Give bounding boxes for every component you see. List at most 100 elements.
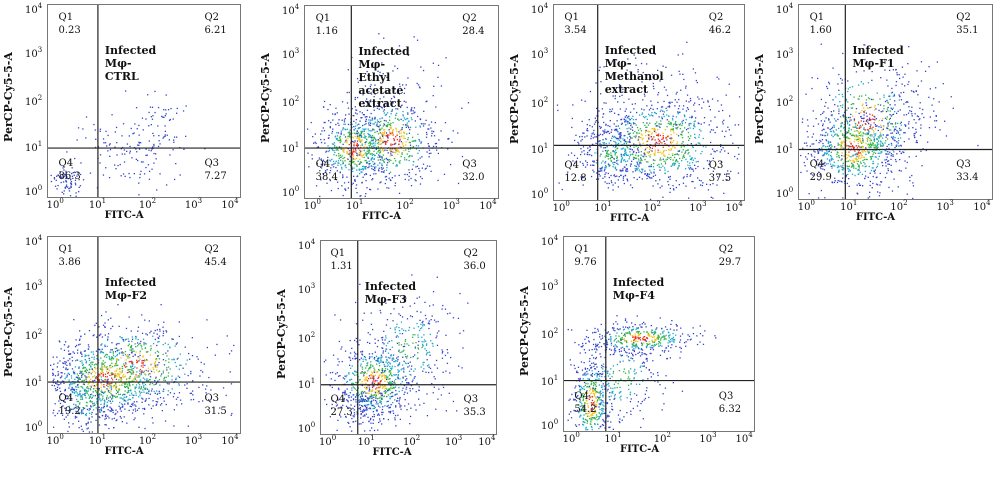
event-dot <box>851 107 854 109</box>
event-dot <box>681 160 683 162</box>
event-dot <box>674 123 676 125</box>
event-dot <box>323 164 326 166</box>
event-dot <box>127 369 129 371</box>
event-dot <box>858 126 861 128</box>
event-dot <box>671 146 674 148</box>
event-dot <box>650 165 652 168</box>
event-dot <box>905 167 907 169</box>
event-dot <box>694 126 696 128</box>
event-dot <box>152 343 155 345</box>
event-dot <box>865 165 867 167</box>
event-dot <box>426 100 428 102</box>
event-dot <box>358 139 360 141</box>
event-dot <box>168 383 170 385</box>
event-dot <box>53 177 56 179</box>
event-dot <box>381 142 383 144</box>
event-dot <box>395 151 397 153</box>
event-dot <box>643 152 645 155</box>
y-tick-label: 101 <box>282 141 300 156</box>
event-dot <box>810 173 812 175</box>
event-dot <box>592 160 594 162</box>
event-dot <box>168 119 171 121</box>
event-dot <box>840 165 842 167</box>
event-dot <box>883 105 885 107</box>
event-dot <box>107 385 109 388</box>
event-dot <box>162 332 165 334</box>
event-dot <box>600 126 602 128</box>
event-dot <box>169 154 171 156</box>
event-dot <box>89 408 91 410</box>
event-dot <box>355 151 357 153</box>
event-dot <box>616 147 619 149</box>
event-dot <box>625 151 627 153</box>
event-dot <box>420 141 423 143</box>
event-dot <box>637 71 639 73</box>
event-dot <box>874 147 876 149</box>
event-dot <box>383 171 385 173</box>
event-dot <box>91 371 94 373</box>
event-dot <box>864 44 866 46</box>
event-dot <box>889 95 891 97</box>
event-dot <box>112 356 114 359</box>
event-dot <box>635 135 637 137</box>
event-dot <box>871 128 873 130</box>
event-dot <box>645 161 648 163</box>
event-dot <box>853 119 856 121</box>
event-dot <box>608 132 611 135</box>
event-dot <box>146 378 148 380</box>
event-dot <box>377 143 379 145</box>
event-dot <box>419 126 422 128</box>
event-dot <box>138 384 141 386</box>
event-dot <box>847 88 849 90</box>
event-dot <box>371 119 373 121</box>
event-dot <box>828 119 830 121</box>
event-dot <box>98 409 101 411</box>
event-dot <box>64 187 66 189</box>
event-dot <box>114 164 116 166</box>
event-dot <box>597 178 600 180</box>
event-dot <box>835 129 837 131</box>
event-dot <box>110 410 112 412</box>
event-dot <box>356 169 358 171</box>
event-dot <box>413 140 415 142</box>
event-dot <box>159 143 161 145</box>
event-dot <box>618 176 620 178</box>
event-dot <box>354 128 357 130</box>
event-dot <box>865 158 867 161</box>
event-dot <box>322 127 324 129</box>
event-dot <box>369 100 371 102</box>
event-dot <box>359 195 361 197</box>
event-dot <box>170 107 172 110</box>
event-dot <box>859 134 861 137</box>
event-dot <box>350 164 352 167</box>
event-dot <box>611 156 614 158</box>
event-dot <box>709 109 711 111</box>
event-dot <box>832 135 834 138</box>
event-dot <box>134 377 136 379</box>
event-dot <box>634 170 637 172</box>
event-dot <box>122 352 124 355</box>
event-dot <box>648 109 651 111</box>
event-dot <box>371 179 373 181</box>
event-dot <box>348 169 350 171</box>
event-dot <box>822 163 824 165</box>
event-dot <box>120 175 122 177</box>
event-dot <box>858 149 860 151</box>
event-dot <box>695 167 697 170</box>
event-dot <box>123 416 125 418</box>
event-dot <box>634 157 636 159</box>
event-dot <box>720 161 722 163</box>
event-dot <box>849 145 851 147</box>
event-dot <box>623 160 625 162</box>
event-dot <box>81 376 83 378</box>
event-dot <box>306 128 309 130</box>
event-dot <box>111 418 113 420</box>
event-dot <box>678 150 680 152</box>
event-dot <box>376 142 379 145</box>
event-dot <box>669 158 672 161</box>
event-dot <box>425 131 428 134</box>
event-dot <box>380 106 383 108</box>
event-dot <box>100 357 102 359</box>
event-dot <box>434 143 437 145</box>
event-dot <box>669 102 671 105</box>
